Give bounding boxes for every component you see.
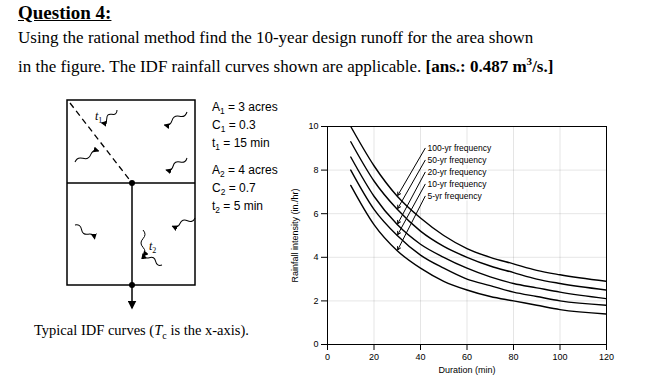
- svg-text:100-yr frequency: 100-yr frequency: [427, 143, 492, 153]
- svg-text:5-yr frequency: 5-yr frequency: [427, 191, 482, 201]
- svg-text:t1: t1: [95, 109, 102, 125]
- html-text:C2= 0.7: C2= 0.7: [212, 181, 256, 198]
- svg-text:10: 10: [308, 121, 318, 131]
- svg-text:Rainfall intensity (in./hr): Rainfall intensity (in./hr): [290, 188, 300, 282]
- html-text:t1= 15 min: t1= 15 min: [212, 136, 270, 153]
- html-text:Question 4:: Question 4:: [18, 2, 112, 23]
- svg-text:10-yr frequency: 10-yr frequency: [427, 179, 487, 189]
- svg-text:0: 0: [325, 352, 330, 362]
- svg-text:20-yr frequency: 20-yr frequency: [427, 167, 487, 177]
- html-text:t2= 5 min: t2= 5 min: [212, 199, 263, 216]
- svg-text:t2: t2: [149, 239, 156, 255]
- svg-text:120: 120: [599, 352, 614, 362]
- svg-text:40: 40: [415, 352, 425, 362]
- html-text:Typical IDF curves (Tcis the x: Typical IDF curves (Tcis the x-axis).: [34, 322, 249, 341]
- svg-text:8: 8: [313, 165, 318, 175]
- svg-text:2: 2: [313, 296, 318, 306]
- html-text:Using the rational method find: Using the rational method find the 10-ye…: [18, 28, 534, 47]
- svg-text:20: 20: [369, 352, 379, 362]
- svg-text:4: 4: [313, 252, 318, 262]
- svg-text:50-yr frequency: 50-yr frequency: [427, 155, 487, 165]
- svg-text:60: 60: [462, 352, 472, 362]
- svg-text:Duration (min): Duration (min): [438, 365, 495, 375]
- svg-text:100: 100: [552, 352, 567, 362]
- svg-text:80: 80: [508, 352, 518, 362]
- html-text:A1= 3 acres: A1= 3 acres: [212, 100, 278, 117]
- html-text:A2= 4 acres: A2= 4 acres: [212, 163, 278, 180]
- svg-text:6: 6: [313, 209, 318, 219]
- html-text:C1= 0.3: C1= 0.3: [212, 118, 256, 135]
- html-text:in the figure. The IDF rainfal: in the figure. The IDF rainfall curves s…: [18, 55, 554, 76]
- svg-text:0: 0: [313, 339, 318, 349]
